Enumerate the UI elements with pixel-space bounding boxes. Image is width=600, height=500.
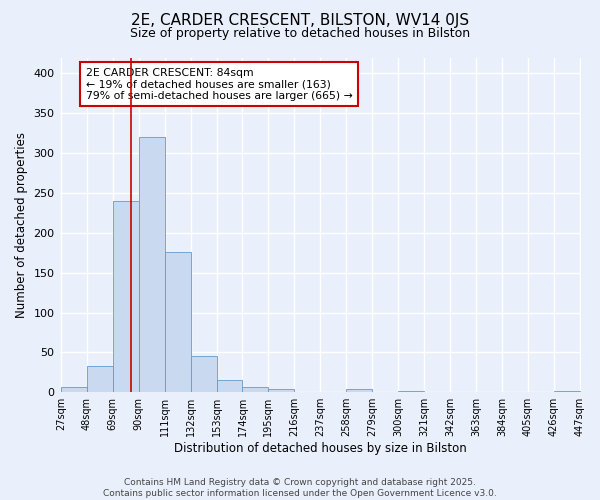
Text: Size of property relative to detached houses in Bilston: Size of property relative to detached ho… — [130, 28, 470, 40]
Bar — [554, 390, 580, 392]
Bar — [87, 366, 113, 392]
Bar — [164, 252, 191, 392]
Y-axis label: Number of detached properties: Number of detached properties — [15, 132, 28, 318]
Bar — [113, 201, 139, 392]
Text: 2E, CARDER CRESCENT, BILSTON, WV14 0JS: 2E, CARDER CRESCENT, BILSTON, WV14 0JS — [131, 12, 469, 28]
Bar — [268, 389, 295, 392]
Bar — [217, 380, 242, 392]
Bar — [346, 389, 372, 392]
Bar — [139, 137, 164, 392]
X-axis label: Distribution of detached houses by size in Bilston: Distribution of detached houses by size … — [174, 442, 467, 455]
Bar — [191, 356, 217, 392]
Text: Contains HM Land Registry data © Crown copyright and database right 2025.
Contai: Contains HM Land Registry data © Crown c… — [103, 478, 497, 498]
Text: 2E CARDER CRESCENT: 84sqm
← 19% of detached houses are smaller (163)
79% of semi: 2E CARDER CRESCENT: 84sqm ← 19% of detac… — [86, 68, 352, 100]
Bar — [61, 386, 87, 392]
Bar — [242, 388, 268, 392]
